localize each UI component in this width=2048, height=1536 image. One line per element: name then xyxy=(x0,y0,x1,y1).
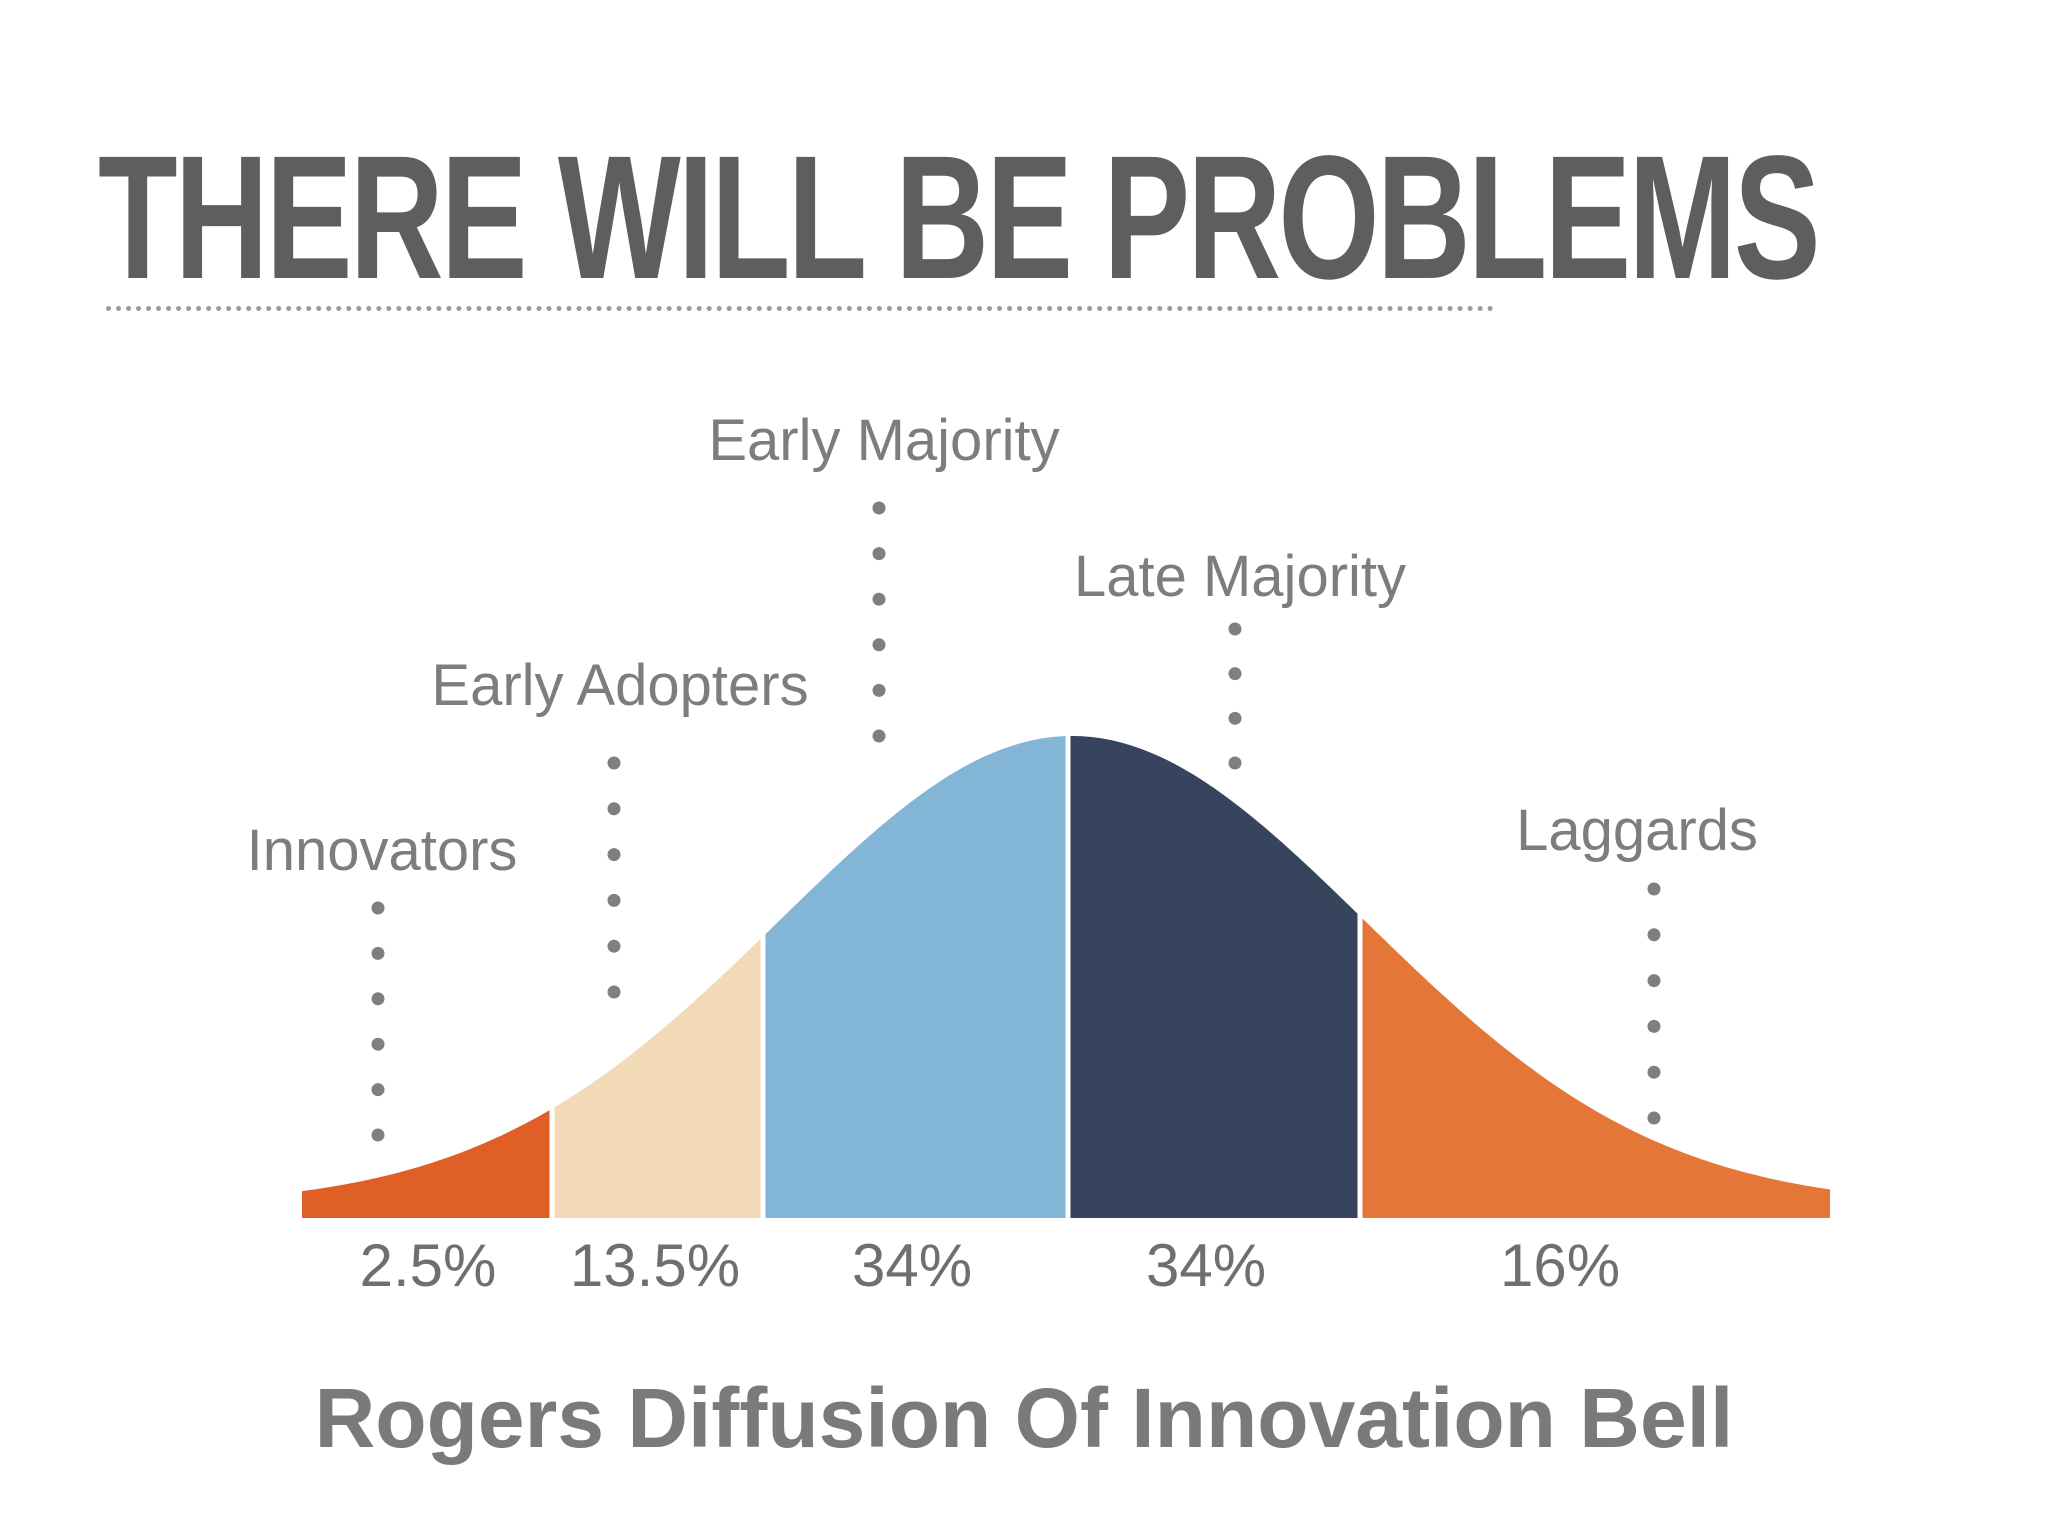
percent-late-majority: 34% xyxy=(1146,1232,1266,1299)
segment-early-majority xyxy=(765,736,1066,1218)
headline-dotted-rule xyxy=(106,306,1494,311)
segment-late-majority xyxy=(1070,736,1358,1218)
label-late-majority: Late Majority xyxy=(1074,544,1406,609)
page-headline: THERE WILL BE PROBLEMS xyxy=(98,120,1821,316)
segment-laggards xyxy=(1362,918,1830,1218)
chart-title: Rogers Diffusion Of Innovation Bell xyxy=(314,1371,1734,1465)
leader-dots-late-majority xyxy=(1228,622,1242,770)
segment-early-adopters xyxy=(554,938,761,1218)
segment-innovators xyxy=(302,1110,550,1218)
leader-dots-innovators xyxy=(371,901,385,1142)
leader-dots-early-adopters xyxy=(607,756,621,999)
percent-early-adopters: 13.5% xyxy=(570,1232,740,1299)
label-early-adopters: Early Adopters xyxy=(431,653,808,718)
label-innovators: Innovators xyxy=(247,818,518,883)
leader-dots-laggards xyxy=(1647,882,1661,1125)
percent-early-majority: 34% xyxy=(852,1232,972,1299)
leader-dots-early-majority xyxy=(872,501,886,743)
label-early-majority: Early Majority xyxy=(708,408,1059,473)
label-laggards: Laggards xyxy=(1516,798,1758,863)
percent-innovators: 2.5% xyxy=(360,1232,497,1299)
percent-laggards: 16% xyxy=(1500,1232,1620,1299)
